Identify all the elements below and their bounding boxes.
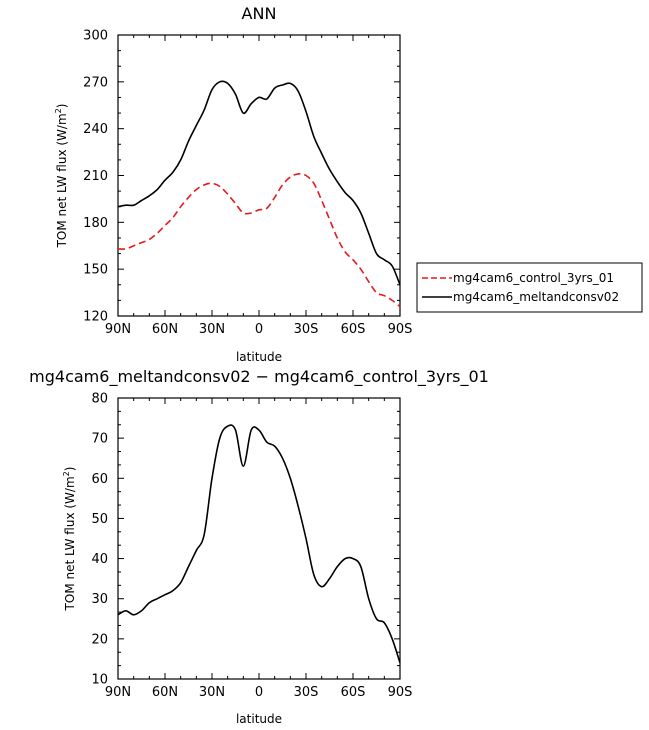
y-tick-label: 120 (83, 310, 108, 325)
x-tick-label: 90N (105, 322, 131, 337)
y-tick-label: 150 (83, 263, 108, 278)
y-tick-label: 300 (83, 29, 108, 44)
plot-frame-1 (117, 34, 401, 317)
y-tick-label: 270 (83, 75, 108, 90)
x-tick-label: 60S (341, 685, 366, 700)
x-tick-label: 60N (152, 322, 178, 337)
y-tick-label: 240 (83, 122, 108, 137)
y-tick-label: 60 (91, 472, 108, 487)
x-tick-label: 0 (255, 322, 263, 337)
x-tick-label: 30S (294, 685, 319, 700)
y-tick-label: 180 (83, 216, 108, 231)
y-tick-label: 40 (91, 552, 108, 567)
legend-label: mg4cam6_meltandconsv02 (453, 290, 619, 304)
y-tick-label: 20 (91, 632, 108, 647)
x-tick-label: 60S (341, 322, 366, 337)
chart-title-2: mg4cam6_meltandconsv02 − mg4cam6_control… (29, 367, 489, 387)
plot-frame-2 (117, 397, 401, 680)
y-tick-label: 30 (91, 592, 108, 607)
x-tick-label: 30N (199, 322, 225, 337)
x-axis-label: latitude (236, 350, 282, 364)
y-tick-label: 210 (83, 169, 108, 184)
legend-box (416, 262, 643, 313)
x-tick-label: 60N (152, 685, 178, 700)
legend-label: mg4cam6_control_3yrs_01 (453, 271, 614, 285)
x-tick-label: 90N (105, 685, 131, 700)
x-tick-label: 30S (294, 322, 319, 337)
series-line-mg4cam6_control_3yrs_01 (117, 173, 401, 308)
chart-title-1: ANN (242, 4, 277, 23)
x-tick-label: 0 (255, 685, 263, 700)
y-tick-label: 50 (91, 512, 108, 527)
x-tick-label: 90S (388, 322, 413, 337)
x-axis-label: latitude (236, 712, 282, 726)
y-tick-label: 70 (91, 432, 108, 447)
series-line-difference (117, 424, 401, 664)
y-tick-label: 10 (91, 673, 108, 688)
x-tick-label: 90S (388, 685, 413, 700)
x-tick-label: 30N (199, 685, 225, 700)
series-line-mg4cam6_meltandconsv02 (117, 80, 401, 286)
y-axis-label: TOM net LW flux (W/m2) (62, 467, 77, 612)
y-axis-label: TOM net LW flux (W/m2) (54, 104, 69, 249)
y-tick-label: 80 (91, 392, 108, 407)
